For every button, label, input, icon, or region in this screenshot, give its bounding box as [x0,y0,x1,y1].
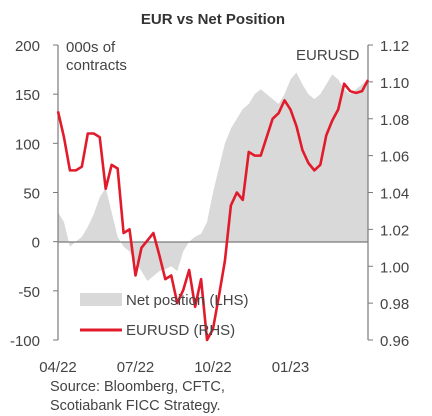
x-axis-ticks: 04/22 07/22 10/22 01/23 [39,359,309,376]
x-tick-label: 10/22 [194,359,232,376]
left-tick-label: 200 [15,38,40,55]
right-tick-label: 1.06 [380,149,409,166]
right-axis-ticks: 1.12 1.10 1.08 1.06 1.04 1.02 1.00 0.98 0.96 [368,38,409,350]
right-tick-label: 1.04 [380,186,409,203]
left-tick-label: 100 [15,136,40,153]
legend-label-net-position: Net position (LHS) [126,292,249,309]
legend-swatch-net-position [80,293,122,306]
legend: Net position (LHS) EURUSD (RHS) [80,292,249,339]
left-tick-label: 150 [15,87,40,104]
x-tick-label: 01/23 [272,359,310,376]
left-tick-label: -50 [18,284,40,301]
chart-title: EUR vs Net Position [141,11,285,28]
left-axis-unit-line2: contracts [66,57,127,74]
right-tick-label: 1.02 [380,222,409,239]
left-tick-label: 0 [32,235,40,252]
right-axis-unit: EURUSD [296,47,360,64]
left-tick-label: -100 [10,333,40,350]
left-axis-unit-line1: 000s of [66,39,116,56]
right-tick-label: 0.96 [380,333,409,350]
source-line-1: Source: Bloomberg, CFTC, [50,379,225,395]
right-tick-label: 1.10 [380,75,409,92]
right-tick-label: 0.98 [380,296,409,313]
legend-label-eurusd: EURUSD (RHS) [126,322,235,339]
eurusd-line-layer [56,79,370,342]
x-tick-label: 04/22 [39,359,77,376]
right-tick-label: 1.08 [380,112,409,129]
eurusd-line [56,79,370,342]
left-axis-ticks: 200 150 100 50 0 -50 -100 [10,38,58,350]
right-tick-label: 1.00 [380,259,409,276]
net-position-area-layer [58,72,368,281]
right-tick-label: 1.12 [380,38,409,55]
x-tick-label: 07/22 [117,359,155,376]
left-tick-label: 50 [23,186,40,203]
source-line-2: Scotiabank FICC Strategy. [50,398,221,414]
net-position-area [58,72,368,281]
